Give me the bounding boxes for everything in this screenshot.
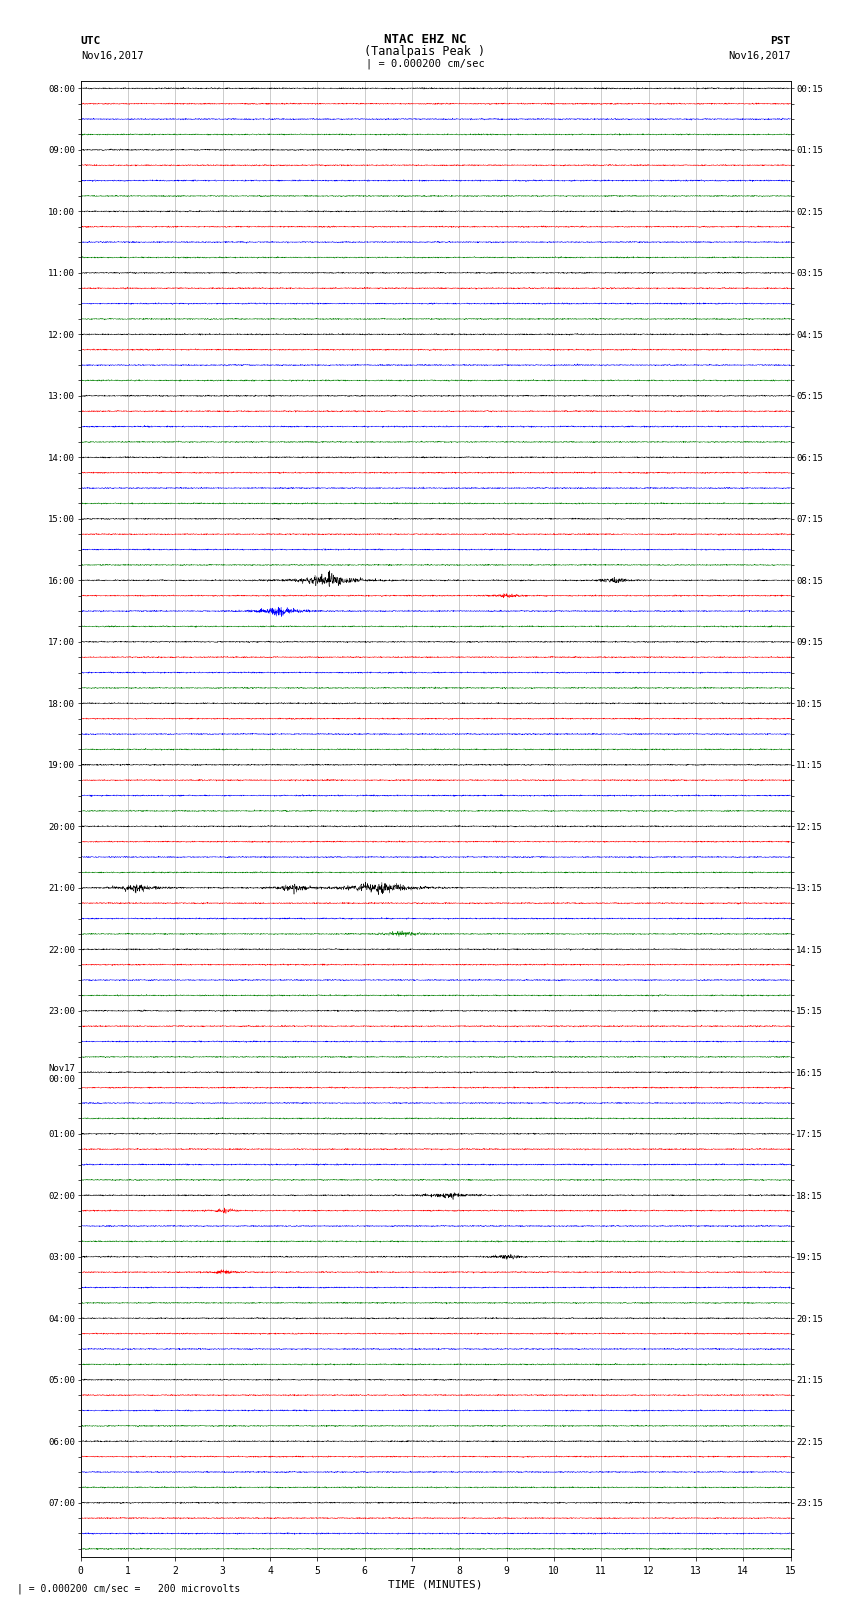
Text: PST: PST	[770, 35, 790, 45]
Text: | = 0.000200 cm/sec =   200 microvolts: | = 0.000200 cm/sec = 200 microvolts	[17, 1582, 241, 1594]
Text: UTC: UTC	[81, 35, 101, 45]
Text: | = 0.000200 cm/sec: | = 0.000200 cm/sec	[366, 58, 484, 69]
Text: Nov16,2017: Nov16,2017	[728, 52, 791, 61]
Text: Nov16,2017: Nov16,2017	[81, 52, 144, 61]
Text: NTAC EHZ NC: NTAC EHZ NC	[383, 32, 467, 45]
Text: (Tanalpais Peak ): (Tanalpais Peak )	[365, 45, 485, 58]
X-axis label: TIME (MINUTES): TIME (MINUTES)	[388, 1579, 483, 1590]
